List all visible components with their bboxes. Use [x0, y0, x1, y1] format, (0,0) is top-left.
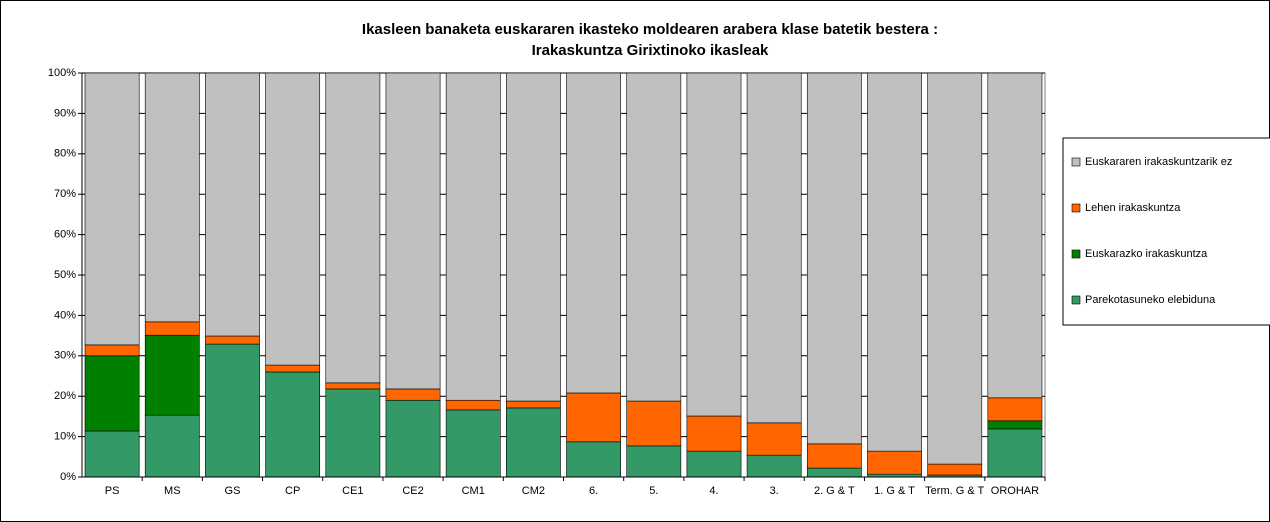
x-tick-label: 5. — [649, 485, 658, 497]
y-tick-label: 20% — [54, 390, 76, 402]
bar-segment — [385, 72, 441, 390]
bar-segment — [506, 407, 561, 478]
y-tick-label: 90% — [54, 107, 76, 119]
bar-segment — [867, 450, 922, 475]
bar-segment — [325, 382, 381, 390]
legend-box — [1062, 137, 1270, 326]
chart-subtitle: Irakaskuntza Girixtinoko ikasleak — [532, 42, 769, 59]
x-tick-label: Term. G & T — [925, 485, 984, 497]
bar-segment — [265, 371, 321, 478]
bar-segment — [265, 364, 321, 373]
bar-segment — [867, 72, 922, 452]
legend-label: Lehen irakaskuntza — [1085, 202, 1181, 214]
bar-segment — [746, 72, 802, 424]
bar-segment — [566, 441, 621, 478]
bar-segment — [987, 72, 1043, 399]
y-tick-label: 40% — [54, 309, 76, 321]
legend-label: Euskarazko irakaskuntza — [1085, 248, 1208, 260]
x-tick-label: CM1 — [462, 485, 485, 497]
legend-swatch — [1071, 203, 1081, 213]
bar-segment — [144, 321, 200, 336]
bar-segment — [806, 72, 862, 445]
bar-segment — [84, 72, 140, 346]
x-tick-label: CE1 — [342, 485, 363, 497]
bar-segment — [806, 443, 862, 469]
bar-segment — [686, 450, 742, 478]
bar-segment — [84, 355, 140, 432]
x-tick-label: 2. G & T — [814, 485, 855, 497]
y-tick-label: 0% — [60, 471, 76, 483]
bar-segment — [325, 388, 381, 478]
bar-segment — [566, 72, 621, 394]
legend-swatch — [1071, 249, 1081, 259]
bar-segment — [927, 463, 983, 476]
chart-title: Ikasleen banaketa euskararen ikasteko mo… — [362, 21, 938, 38]
bar-segment — [205, 335, 260, 345]
bar-segment — [626, 72, 682, 402]
legend-swatch — [1071, 295, 1081, 305]
x-tick-label: MS — [164, 485, 181, 497]
bar-segment — [445, 399, 501, 411]
legend-label: Parekotasuneko elebiduna — [1085, 294, 1216, 306]
bar-segment — [265, 72, 321, 366]
x-tick-label: 4. — [709, 485, 718, 497]
y-tick-label: 50% — [54, 269, 76, 281]
x-tick-label: 1. G & T — [874, 485, 915, 497]
bar-segment — [927, 72, 983, 465]
legend-swatch — [1071, 157, 1081, 167]
bar-segment — [626, 400, 682, 447]
bar-segment — [325, 72, 381, 384]
x-tick-label: CE2 — [402, 485, 423, 497]
bar-segment — [385, 399, 441, 478]
bar-segment — [746, 454, 802, 478]
legend-label: Euskararen irakaskuntzarik ez — [1085, 156, 1232, 168]
bar-segment — [987, 397, 1043, 422]
bar-segment — [205, 343, 260, 478]
y-tick-label: 70% — [54, 188, 76, 200]
bar-segment — [506, 400, 561, 409]
x-tick-label: CM2 — [522, 485, 545, 497]
x-tick-label: CP — [285, 485, 300, 497]
bar-segment — [445, 72, 501, 401]
bar-segment — [987, 420, 1043, 430]
bar-segment — [144, 414, 200, 478]
y-tick-label: 30% — [54, 350, 76, 362]
bar-segment — [506, 72, 561, 402]
bar-segment — [686, 415, 742, 452]
y-tick-label: 80% — [54, 148, 76, 160]
bar-segment — [144, 334, 200, 416]
x-tick-label: GS — [225, 485, 241, 497]
y-tick-label: 100% — [48, 67, 76, 79]
bar-segment — [144, 72, 200, 323]
bar-segment — [84, 430, 140, 478]
bar-segment — [987, 428, 1043, 478]
bar-segment — [806, 467, 862, 478]
x-tick-label: OROHAR — [991, 485, 1039, 497]
bar-segment — [626, 445, 682, 478]
bar-segment — [566, 392, 621, 443]
bar-segment — [84, 344, 140, 357]
bar-segment — [205, 72, 260, 337]
bar-segment — [746, 422, 802, 456]
y-tick-label: 60% — [54, 229, 76, 241]
y-tick-label: 10% — [54, 431, 76, 443]
bar-segment — [385, 388, 441, 401]
x-tick-label: PS — [105, 485, 120, 497]
bar-segment — [445, 409, 501, 478]
x-tick-label: 3. — [770, 485, 779, 497]
bar-segment — [686, 72, 742, 417]
x-tick-label: 6. — [589, 485, 598, 497]
